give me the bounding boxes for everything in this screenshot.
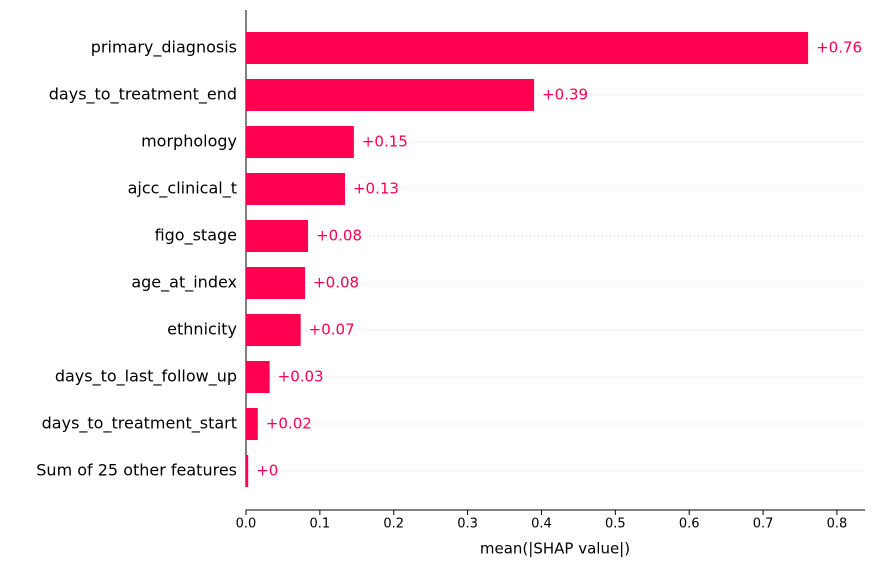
x-tick-label: 0.7 (753, 517, 774, 532)
value-label: +0.08 (313, 274, 359, 292)
bar (246, 361, 270, 393)
bar (246, 314, 301, 346)
bar (246, 408, 258, 440)
value-label: +0 (256, 462, 278, 480)
x-tick-label: 0.8 (827, 517, 848, 532)
x-tick-label: 0.0 (236, 517, 257, 532)
value-label: +0.39 (542, 86, 588, 104)
value-label: +0.76 (816, 39, 862, 57)
x-tick-label: 0.6 (679, 517, 700, 532)
value-label: +0.07 (309, 321, 355, 339)
value-label: +0.13 (353, 180, 399, 198)
x-tick-label: 0.2 (383, 517, 404, 532)
bar (246, 126, 354, 158)
x-tick-label: 0.5 (605, 517, 626, 532)
y-tick-label: ajcc_clinical_t (128, 179, 237, 199)
y-tick-label: figo_stage (155, 226, 237, 246)
bar (246, 220, 309, 252)
y-tick-label: ethnicity (167, 320, 237, 339)
bar (246, 79, 535, 111)
y-tick-label: age_at_index (131, 273, 237, 293)
bar (246, 267, 306, 299)
y-tick-label: primary_diagnosis (91, 38, 237, 58)
y-tick-label: Sum of 25 other features (36, 461, 237, 480)
value-label: +0.02 (266, 415, 312, 433)
value-label: +0.08 (316, 227, 362, 245)
x-tick-label: 0.4 (531, 517, 552, 532)
bar (246, 32, 809, 64)
value-label: +0.03 (278, 368, 324, 386)
x-axis-label: mean(|SHAP value|) (480, 540, 630, 558)
value-label: +0.15 (362, 133, 408, 151)
y-tick-label: days_to_treatment_start (42, 414, 237, 434)
x-tick-label: 0.3 (457, 517, 478, 532)
bar (246, 455, 249, 487)
y-tick-label: morphology (141, 132, 237, 151)
y-tick-label: days_to_last_follow_up (55, 367, 237, 387)
x-tick-label: 0.1 (310, 517, 331, 532)
bar (246, 173, 345, 205)
y-tick-label: days_to_treatment_end (49, 85, 237, 105)
